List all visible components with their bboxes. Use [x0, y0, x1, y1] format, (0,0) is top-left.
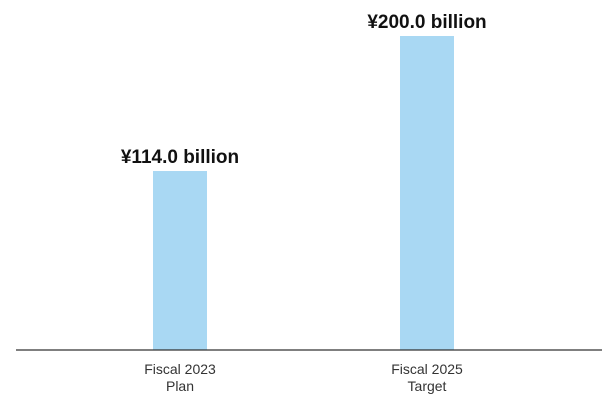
- category-label-2-line-2: Target: [408, 378, 447, 394]
- data-label-2: ¥200.0 billion: [367, 12, 486, 33]
- category-label-2-line-1: Fiscal 2025: [391, 361, 463, 377]
- bar-2: [400, 36, 454, 350]
- category-label-1-line-2: Plan: [166, 378, 194, 394]
- category-label-1-line-1: Fiscal 2023: [144, 361, 216, 377]
- data-label-1: ¥114.0 billion: [121, 147, 239, 168]
- bar-1: [153, 171, 207, 350]
- bars-layer: [153, 36, 454, 350]
